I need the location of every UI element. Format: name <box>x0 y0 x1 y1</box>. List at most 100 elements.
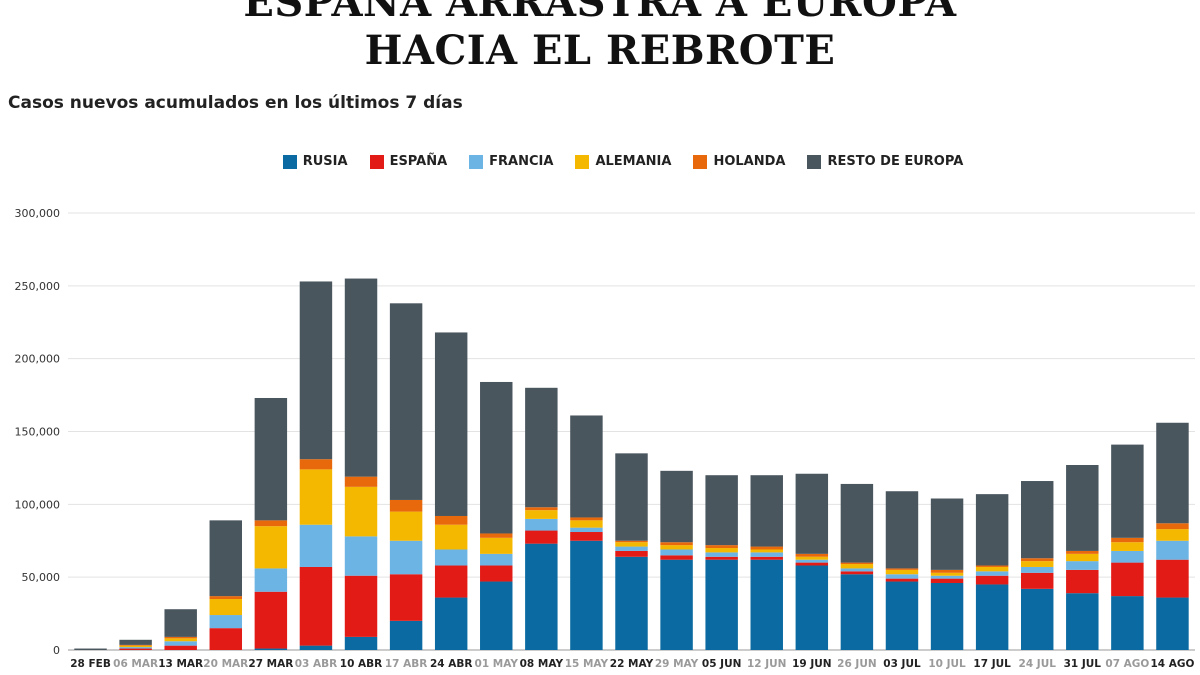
bar-segment-espana <box>1066 569 1099 594</box>
legend-item: HOLANDA <box>693 154 785 169</box>
legend-swatch <box>807 154 822 169</box>
bar-segment-resto-de-europa <box>209 520 243 597</box>
x-tick-label: 14 AGO <box>1150 658 1194 670</box>
bar-segment-espana <box>299 566 333 646</box>
x-tick-label: 05 JUN <box>702 658 742 670</box>
legend-swatch <box>369 154 384 169</box>
bar-segment-holanda <box>885 568 919 570</box>
bar-segment-espana <box>434 565 468 598</box>
x-tick-label: 26 JUN <box>837 658 877 670</box>
bar-segment-rusia <box>389 620 423 650</box>
bar-segment-alemania <box>344 486 378 537</box>
y-tick-label: 200,000 <box>15 353 61 366</box>
bar-segment-espana <box>615 550 648 557</box>
legend-label: RUSIA <box>302 154 348 169</box>
bar-segment-francia <box>705 552 738 557</box>
bar-segment-rusia <box>795 565 829 650</box>
bar-segment-rusia <box>840 574 874 650</box>
bar-segment-francia <box>750 552 783 557</box>
bar-segment-holanda <box>570 517 603 521</box>
bar-segment-rusia <box>480 581 513 650</box>
bar-segment-espana <box>344 575 378 637</box>
legend-item: RESTO DE EUROPA <box>807 154 963 169</box>
x-tick-label: 03 ABR <box>295 658 337 670</box>
bar-segment-alemania <box>885 569 919 575</box>
legend-item: ALEMANIA <box>575 154 671 169</box>
bar-segment-francia <box>660 549 693 556</box>
bar-segment-holanda <box>1066 550 1099 554</box>
bar-segment-alemania <box>1066 553 1099 562</box>
bar-segment-francia <box>840 568 874 572</box>
bar-segment-alemania <box>119 645 152 648</box>
bar-segment-holanda <box>705 545 738 549</box>
bar-segment-espana <box>1156 559 1189 598</box>
x-tick-label: 07 AGO <box>1105 658 1149 670</box>
y-tick-label: 0 <box>53 644 60 657</box>
bar-segment-alemania <box>570 520 603 528</box>
bar-segment-resto-de-europa <box>434 332 468 516</box>
bar-segment-alemania <box>1111 542 1144 551</box>
bar-segment-resto-de-europa <box>840 483 874 563</box>
legend-item: ESPAÑA <box>369 154 447 169</box>
bar-segment-alemania <box>930 572 964 576</box>
y-tick-label: 250,000 <box>15 280 61 293</box>
bar-segment-resto-de-europa <box>750 475 783 547</box>
bar-segment-holanda <box>344 476 378 487</box>
bar-segment-rusia <box>434 597 468 650</box>
bar-segment-resto-de-europa <box>119 639 152 645</box>
legend-label: ALEMANIA <box>595 154 672 169</box>
bar-segment-resto-de-europa <box>975 494 1009 566</box>
bar-segment-holanda <box>1020 558 1054 562</box>
bar-segment-rusia <box>615 556 648 650</box>
x-tick-label: 10 ABR <box>340 658 382 670</box>
bar-segment-rusia <box>1020 588 1054 650</box>
x-tick-label: 10 JUL <box>928 658 966 670</box>
x-tick-label: 15 MAY <box>565 658 609 670</box>
bar-segment-alemania <box>660 545 693 550</box>
bar-segment-resto-de-europa <box>615 453 648 541</box>
bar-segment-alemania <box>795 556 829 560</box>
bar-segment-holanda <box>299 459 333 470</box>
bar-segment-alemania <box>525 510 558 519</box>
x-tick-label: 19 JUN <box>792 658 832 670</box>
bar-segment-holanda <box>975 565 1009 567</box>
x-tick-label: 08 MAY <box>520 658 564 670</box>
bar-segment-resto-de-europa <box>74 648 107 650</box>
bar-segment-francia <box>389 540 423 575</box>
bar-segment-francia <box>1066 561 1099 570</box>
bar-segment-rusia <box>930 582 964 650</box>
y-tick-label: 300,000 <box>15 207 61 220</box>
bar-segment-holanda <box>434 515 468 525</box>
bar-segment-francia <box>254 568 288 592</box>
bar-segment-holanda <box>840 562 874 565</box>
bar-segment-francia <box>480 553 513 566</box>
bar-segment-holanda <box>254 520 288 527</box>
legend-item: FRANCIA <box>469 154 553 169</box>
x-tick-label: 24 JUL <box>1019 658 1057 670</box>
bar-segment-holanda <box>1156 523 1189 530</box>
bar-segment-holanda <box>119 644 152 646</box>
legend-swatch <box>693 154 708 169</box>
x-tick-label: 28 FEB <box>70 658 111 670</box>
x-tick-label: 06 MAR <box>113 658 158 670</box>
x-tick-label: 03 JUL <box>883 658 921 670</box>
bar-segment-holanda <box>1111 537 1144 543</box>
bar-segment-rusia <box>525 543 558 650</box>
bar-segment-espana <box>209 628 243 650</box>
bar-segment-rusia <box>885 581 919 650</box>
legend-swatch <box>575 154 590 169</box>
legend-item: RUSIA <box>282 154 348 169</box>
bar-segment-francia <box>885 574 919 579</box>
x-tick-label: 13 MAR <box>158 658 203 670</box>
x-tick-label: 27 MAR <box>248 658 293 670</box>
bar-segment-rusia <box>1156 597 1189 650</box>
bar-segment-holanda <box>389 499 423 512</box>
bar-segment-alemania <box>750 549 783 553</box>
bar-segment-rusia <box>299 645 333 650</box>
bar-segment-alemania <box>615 542 648 547</box>
bar-segment-holanda <box>209 596 243 600</box>
bar-segment-francia <box>344 536 378 576</box>
bar-segment-resto-de-europa <box>930 498 964 570</box>
bar-segment-resto-de-europa <box>885 491 919 569</box>
bar-segment-francia <box>434 549 468 566</box>
